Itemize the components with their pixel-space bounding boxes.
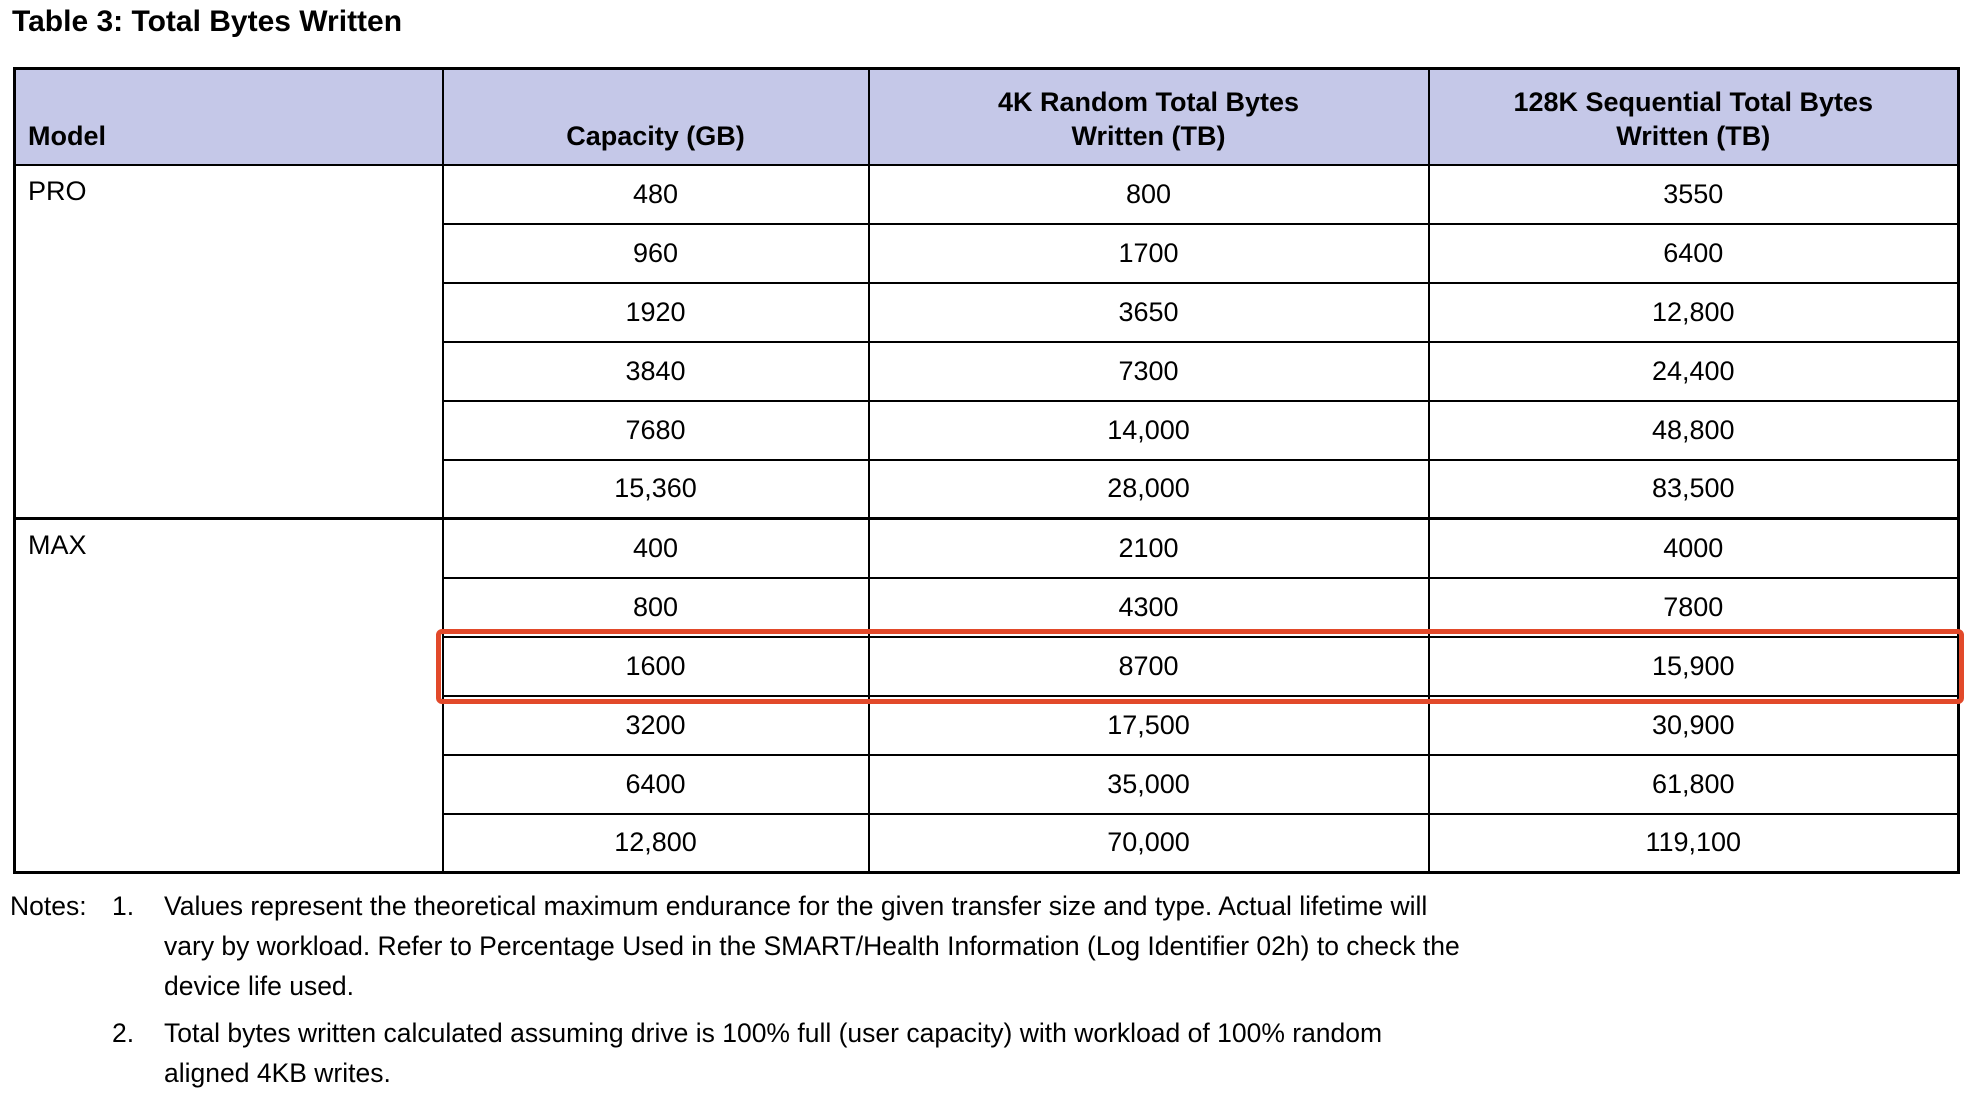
table-row: 12,800 70,000 119,100 — [15, 812, 1960, 874]
notes-label: Notes: — [10, 891, 87, 921]
capacity-cell: 1600 — [441, 635, 870, 697]
capacity-cell: 6400 — [441, 753, 870, 815]
capacity-cell: 7680 — [441, 399, 870, 461]
table-row: 7680 14,000 48,800 — [15, 399, 1960, 461]
table-row: 800 4300 7800 — [15, 576, 1960, 638]
table-row: MAX 400 2100 4000 — [13, 517, 1960, 874]
sequential-tbw-cell: 119,100 — [1427, 812, 1960, 874]
random-tbw-cell: 800 — [867, 163, 1430, 225]
note-number: 1. — [112, 891, 135, 921]
table-row: 3840 7300 24,400 — [15, 340, 1960, 402]
random-tbw-cell: 14,000 — [867, 399, 1430, 461]
column-header-128k-sequential: 128K Sequential Total Bytes Written (TB) — [1427, 67, 1960, 166]
random-tbw-cell: 7300 — [867, 340, 1430, 402]
sequential-tbw-cell: 4000 — [1427, 517, 1960, 579]
table-row-highlighted: 1600 8700 15,900 — [15, 635, 1960, 697]
capacity-cell: 1920 — [441, 281, 870, 343]
notes-label-spacer — [10, 1013, 112, 1093]
note-text: Total bytes written calculated assuming … — [164, 1018, 1383, 1088]
column-header-model: Model — [13, 67, 444, 166]
capacity-cell: 15,360 — [441, 458, 870, 520]
table-row: 3200 17,500 30,900 — [15, 694, 1960, 756]
model-cell-pro: PRO — [13, 163, 444, 520]
random-tbw-cell: 70,000 — [867, 812, 1430, 874]
sequential-tbw-cell: 61,800 — [1427, 753, 1960, 815]
capacity-cell: 400 — [441, 517, 870, 579]
random-tbw-cell: 28,000 — [867, 458, 1430, 520]
sequential-tbw-cell: 24,400 — [1427, 340, 1960, 402]
column-header-4k-random: 4K Random Total Bytes Written (TB) — [867, 67, 1430, 166]
capacity-cell: 480 — [441, 163, 870, 225]
note-number: 2. — [112, 1018, 135, 1048]
model-cell-max: MAX — [13, 517, 444, 874]
column-header-capacity: Capacity (GB) — [441, 67, 870, 166]
table-row: 960 1700 6400 — [15, 222, 1960, 284]
random-tbw-cell: 35,000 — [867, 753, 1430, 815]
sequential-tbw-cell: 15,900 — [1427, 635, 1960, 697]
page-title: Table 3: Total Bytes Written — [12, 5, 403, 38]
sequential-tbw-cell: 12,800 — [1427, 281, 1960, 343]
random-tbw-cell: 8700 — [867, 635, 1430, 697]
table-row: 15,360 28,000 83,500 — [15, 458, 1960, 520]
sequential-tbw-cell: 48,800 — [1427, 399, 1960, 461]
random-tbw-cell: 2100 — [867, 517, 1430, 579]
sequential-tbw-cell: 6400 — [1427, 222, 1960, 284]
table-row: 1920 3650 12,800 — [15, 281, 1960, 343]
random-tbw-cell: 3650 — [867, 281, 1430, 343]
sequential-tbw-cell: 7800 — [1427, 576, 1960, 638]
capacity-cell: 3200 — [441, 694, 870, 756]
note-text: Values represent the theoretical maximum… — [164, 891, 1460, 1001]
table-row: PRO 480 800 3550 — [13, 163, 1960, 520]
notes-section: Notes: 1. Values represent the theoretic… — [10, 886, 1960, 1093]
random-tbw-cell: 4300 — [867, 576, 1430, 638]
capacity-cell: 12,800 — [441, 812, 870, 874]
random-tbw-cell: 17,500 — [867, 694, 1430, 756]
capacity-cell: 800 — [441, 576, 870, 638]
table-header-row: Model Capacity (GB) 4K Random Total Byte… — [13, 67, 1960, 166]
capacity-cell: 3840 — [441, 340, 870, 402]
sequential-tbw-cell: 3550 — [1427, 163, 1960, 225]
table-row: 6400 35,000 61,800 — [15, 753, 1960, 815]
capacity-cell: 960 — [441, 222, 870, 284]
sequential-tbw-cell: 30,900 — [1427, 694, 1960, 756]
sequential-tbw-cell: 83,500 — [1427, 458, 1960, 520]
random-tbw-cell: 1700 — [867, 222, 1430, 284]
total-bytes-written-table: Model Capacity (GB) 4K Random Total Byte… — [13, 67, 1960, 874]
